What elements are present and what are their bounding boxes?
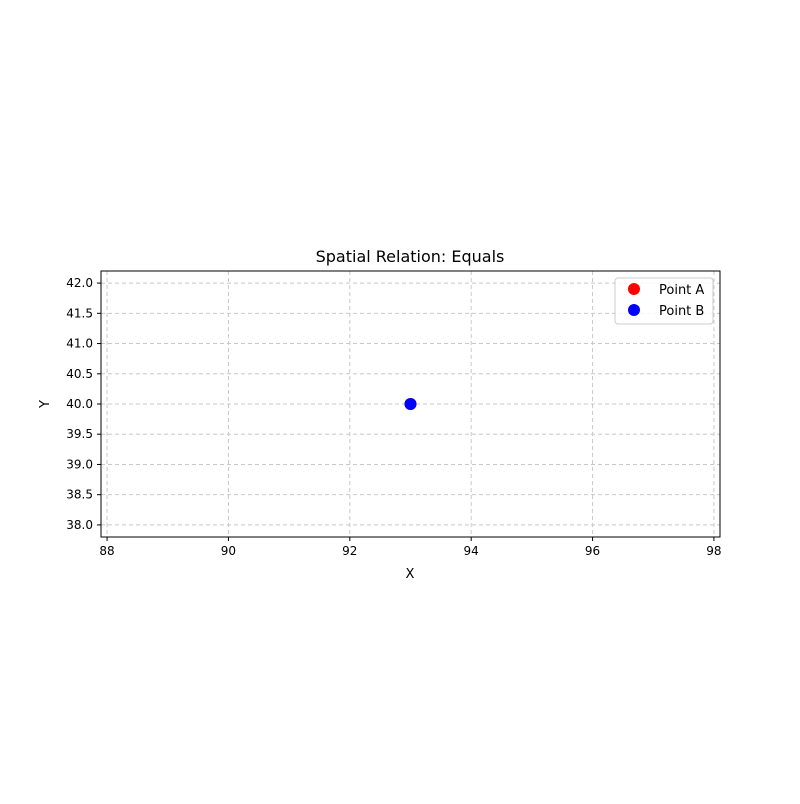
legend-label-point-a: Point A bbox=[659, 283, 704, 298]
data-point-b bbox=[404, 398, 417, 410]
x-tick-label: 90 bbox=[221, 544, 236, 558]
y-tick-label: 40.0 bbox=[66, 397, 93, 411]
y-tick-label: 38.0 bbox=[66, 518, 93, 532]
x-axis-label: X bbox=[406, 567, 415, 582]
y-tick-label: 39.5 bbox=[66, 427, 93, 441]
x-tick-label: 94 bbox=[464, 544, 479, 558]
x-axis-ticks: 88 90 92 94 96 98 bbox=[99, 537, 722, 558]
legend-marker-point-b bbox=[628, 304, 640, 316]
legend-marker-point-a bbox=[628, 283, 640, 295]
y-tick-label: 39.0 bbox=[66, 457, 93, 471]
y-tick-label: 41.5 bbox=[66, 306, 93, 320]
x-tick-label: 92 bbox=[342, 544, 357, 558]
x-tick-label: 96 bbox=[585, 544, 600, 558]
y-tick-label: 42.0 bbox=[66, 276, 93, 290]
legend-label-point-b: Point B bbox=[659, 304, 704, 319]
plot-frame bbox=[100, 270, 721, 538]
y-axis-ticks: 38.0 38.5 39.0 39.5 40.0 40.5 41.0 41.5 42.0 bbox=[66, 276, 101, 532]
y-axis-label: Y bbox=[38, 400, 53, 409]
x-tick-label: 88 bbox=[99, 544, 114, 558]
chart-title: Spatial Relation: Equals bbox=[316, 247, 505, 266]
y-tick-label: 41.0 bbox=[66, 337, 93, 351]
data-points bbox=[404, 398, 417, 410]
x-tick-label: 98 bbox=[706, 544, 721, 558]
y-tick-label: 38.5 bbox=[66, 488, 93, 502]
y-tick-label: 40.5 bbox=[66, 367, 93, 381]
legend: Point A Point B bbox=[614, 277, 714, 325]
